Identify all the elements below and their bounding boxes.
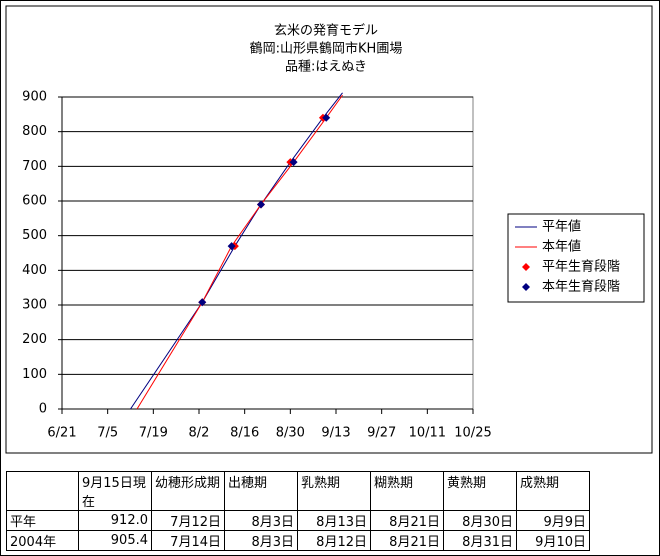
- table-cell: 乳熟期: [297, 471, 371, 511]
- data-table: 9月15日現在 幼穂形成期 出穂期 乳熟期 糊熟期 黄熟期 成熟期 平年 912.0 7月12日 8…: [6, 471, 590, 551]
- chart-title: 品種:はえぬき: [285, 59, 367, 75]
- table-cell: 8月13日: [297, 510, 371, 531]
- table-row: 2004年 905.4 7月14日 8月3日 8月12日 8月21日 8月31日 9月10日: [6, 530, 590, 551]
- y-tick-label: 300: [22, 298, 47, 313]
- legend-marker: [522, 283, 530, 291]
- y-tick-label: 0: [39, 402, 47, 417]
- table-cell: 9月15日現在: [78, 471, 152, 511]
- x-tick-label: 8/16: [230, 426, 259, 441]
- table-cell: [6, 471, 79, 511]
- x-tick-label: 7/5: [97, 426, 118, 441]
- table-cell: 8月3日: [224, 530, 298, 551]
- y-tick-label: 200: [22, 332, 47, 347]
- table-cell: 8月30日: [443, 510, 517, 531]
- table-cell: 幼穂形成期: [151, 471, 225, 511]
- table-cell: 平年: [6, 510, 79, 531]
- table-cell: 出穂期: [224, 471, 298, 511]
- table-cell: 9月9日: [516, 510, 590, 531]
- table-cell: 成熟期: [516, 471, 590, 511]
- table-cell: 8月12日: [297, 530, 371, 551]
- y-tick-label: 400: [22, 263, 47, 278]
- legend-label: 平年生育段階: [542, 259, 620, 275]
- table-cell: 8月3日: [224, 510, 298, 531]
- table-cell: 8月21日: [370, 530, 444, 551]
- table-cell: 912.0: [78, 510, 152, 531]
- chart-title: 玄米の発育モデル: [274, 23, 378, 39]
- chart-title: 鶴岡:山形県鶴岡市KH圃場: [250, 41, 403, 57]
- table-cell: 糊熟期: [370, 471, 444, 511]
- y-tick-label: 700: [22, 159, 47, 174]
- y-tick-label: 800: [22, 124, 47, 139]
- x-tick-label: 6/21: [47, 426, 76, 441]
- table-header: 9月15日現在 幼穂形成期 出穂期 乳熟期 糊熟期 黄熟期 成熟期: [6, 471, 590, 511]
- x-tick-label: 8/2: [189, 426, 210, 441]
- table-cell: 905.4: [78, 530, 152, 551]
- stage-marker: [289, 158, 298, 167]
- table-cell: 黄熟期: [443, 471, 517, 511]
- legend-label: 本年生育段階: [542, 279, 620, 295]
- table-cell: 2004年: [6, 530, 79, 551]
- table-cell: 7月12日: [151, 510, 225, 531]
- x-tick-label: 8/30: [276, 426, 305, 441]
- y-tick-label: 600: [22, 194, 47, 209]
- y-tick-label: 100: [22, 367, 47, 382]
- table-cell: 8月31日: [443, 530, 517, 551]
- legend-marker: [522, 263, 530, 271]
- table-cell: 8月21日: [370, 510, 444, 531]
- stage-marker: [322, 113, 331, 122]
- table-cell: 7月14日: [151, 530, 225, 551]
- legend-label: 本年値: [542, 239, 581, 255]
- legend-label: 平年値: [542, 219, 581, 235]
- stage-marker: [256, 200, 265, 209]
- y-tick-label: 900: [22, 90, 47, 105]
- table-row: 平年 912.0 7月12日 8月3日 8月13日 8月21日 8月30日 9月9日: [6, 510, 590, 531]
- x-tick-label: 10/25: [454, 426, 491, 441]
- x-tick-label: 10/11: [409, 426, 446, 441]
- table-cell: 9月10日: [516, 530, 590, 551]
- x-tick-label: 9/27: [367, 426, 396, 441]
- legend: [507, 213, 645, 303]
- stage-marker: [227, 242, 236, 251]
- y-tick-label: 500: [22, 228, 47, 243]
- plot-area: [61, 96, 474, 410]
- x-tick-label: 7/19: [139, 426, 168, 441]
- stage-marker: [198, 298, 207, 307]
- x-tick-label: 9/13: [321, 426, 350, 441]
